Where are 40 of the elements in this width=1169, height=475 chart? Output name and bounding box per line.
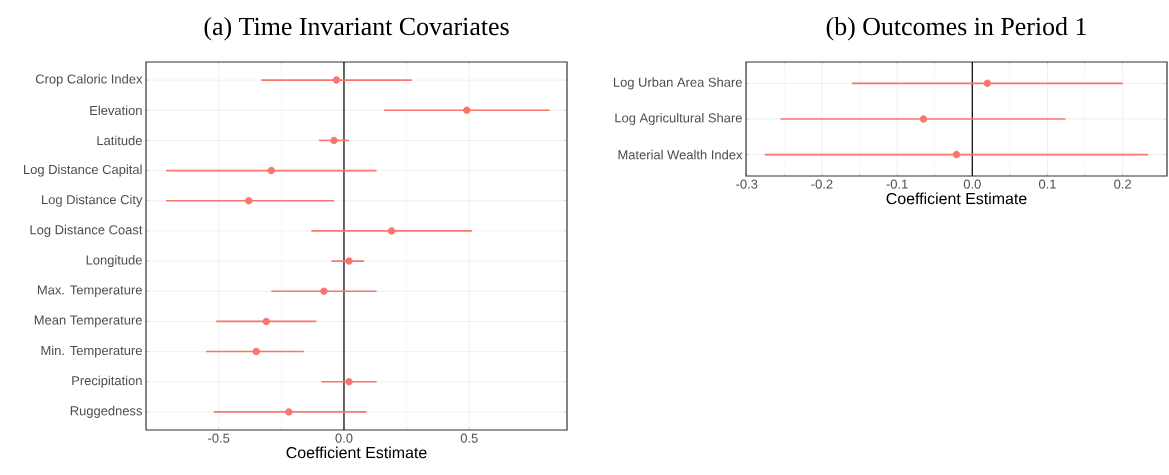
- x-tick-label: 0.2: [1114, 179, 1131, 189]
- x-tick-label: -0.3: [736, 179, 758, 189]
- y-tick-label: Elevation: [90, 105, 142, 116]
- y-tick-label: Crop Caloric Index: [35, 74, 143, 87]
- y-tick-label: Log Distance City: [42, 194, 143, 207]
- point: [332, 76, 341, 84]
- y-tick-label: Material Wealth Index: [618, 149, 743, 160]
- point: [252, 347, 260, 356]
- point: [330, 136, 338, 145]
- x-axis-title: Coefficient Estimate: [286, 446, 427, 459]
- point: [345, 378, 353, 386]
- x-tick-label: 0.5: [460, 433, 478, 443]
- y-tick-label: Max. Temperature: [37, 285, 142, 298]
- point: [245, 197, 253, 205]
- y-tick-label: Precipitation: [72, 375, 142, 388]
- y-tick-label: Log Agricultural Share: [615, 112, 742, 126]
- y-tick-label: Ruggedness: [70, 405, 142, 418]
- x-tick-label: -0.5: [208, 433, 230, 443]
- y-tick-label: Latitude: [97, 135, 142, 146]
- point: [267, 166, 275, 175]
- y-tick-label: Min. Temperature: [41, 345, 142, 358]
- point: [387, 227, 396, 235]
- point: [345, 257, 353, 265]
- y-tick-label: Log Distance Coast: [30, 224, 143, 237]
- y-tick-label: Mean Temperature: [34, 315, 142, 328]
- x-tick-label: 0.0: [335, 433, 353, 443]
- x-axis-title: Coefficient Estimate: [886, 192, 1027, 205]
- x-tick-label: 0.1: [1038, 179, 1056, 189]
- x-tick-label: -0.1: [886, 179, 908, 189]
- chart-title: (a) Time Invariant Covariates: [204, 17, 509, 41]
- point: [463, 106, 471, 114]
- point: [262, 317, 270, 326]
- point: [285, 408, 293, 416]
- point: [320, 287, 328, 295]
- x-tick-label: -0.2: [811, 179, 833, 189]
- y-tick-label: Log Urban Area Share: [613, 77, 742, 90]
- x-tick-label: 0.0: [963, 179, 981, 189]
- y-tick-label: Longitude: [86, 255, 142, 268]
- chart-title: (b) Outcomes in Period 1: [826, 17, 1086, 41]
- y-tick-label: Log Distance Capital: [24, 164, 142, 177]
